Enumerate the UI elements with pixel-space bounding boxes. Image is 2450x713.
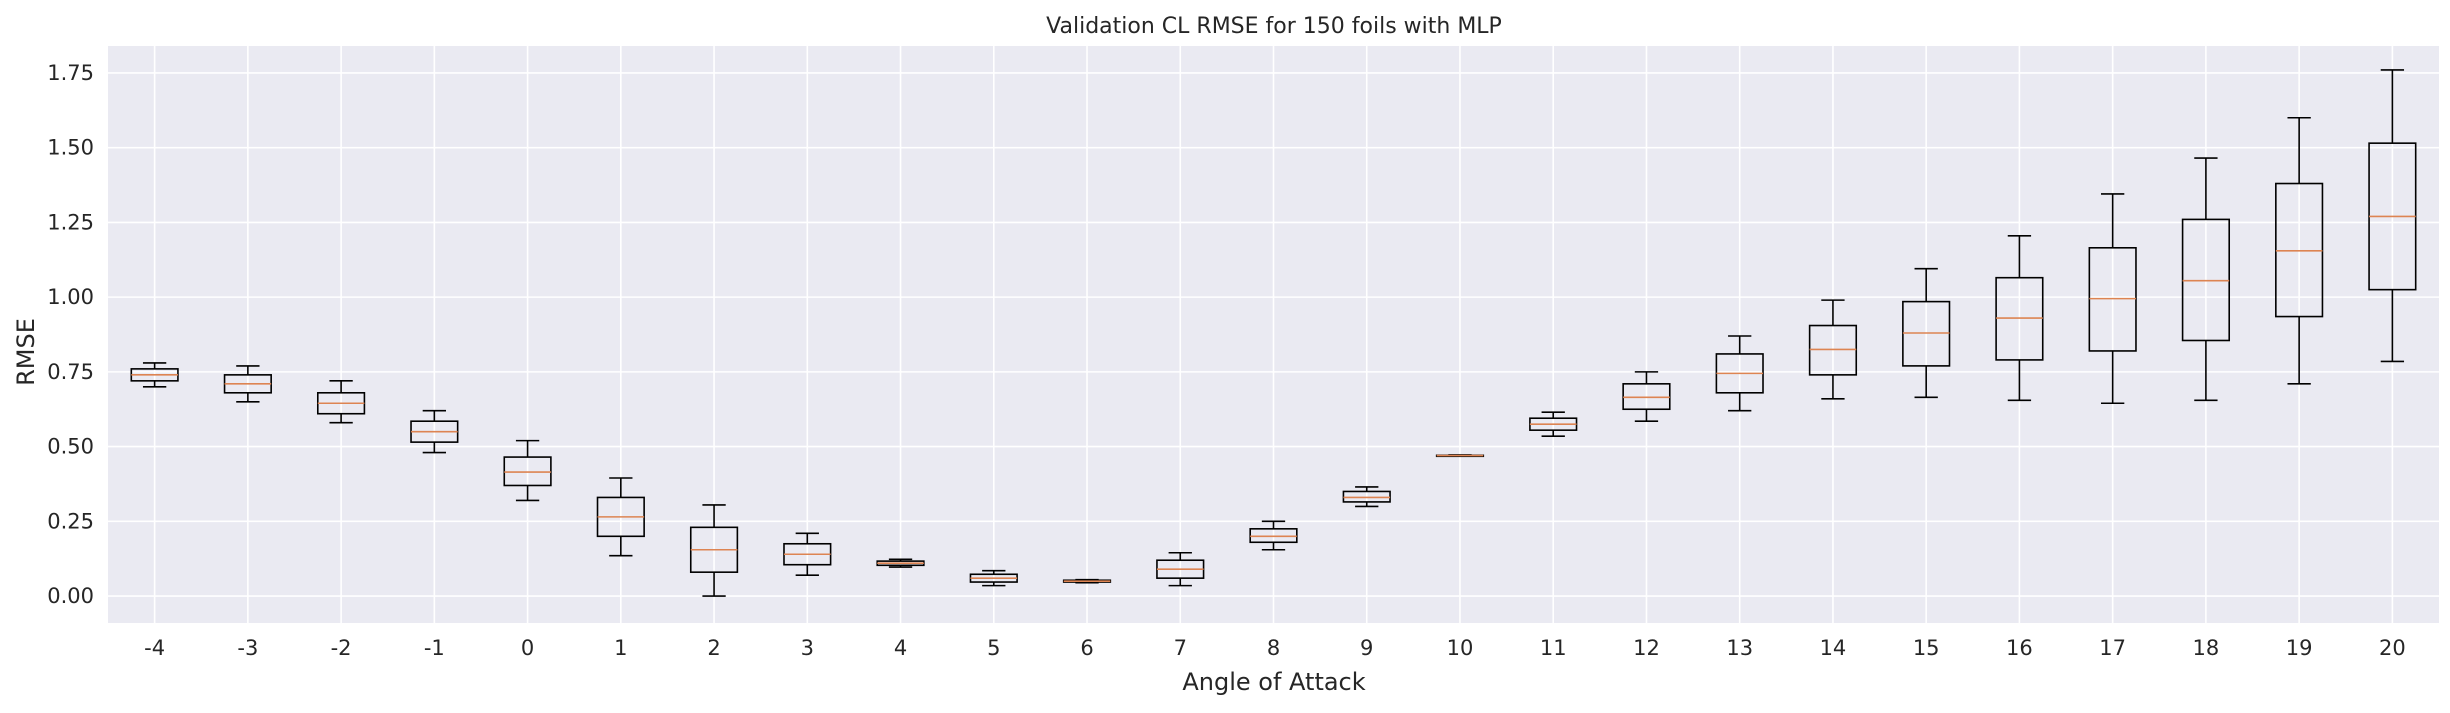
- x-tick-label: 12: [1633, 636, 1660, 660]
- box--4: [130, 362, 179, 388]
- grid-lines: [108, 46, 2439, 623]
- box-14: [1808, 299, 1858, 400]
- box-3: [783, 532, 832, 576]
- x-tick-label: 2: [707, 636, 720, 660]
- x-tick-label: 19: [2286, 636, 2313, 660]
- box--1: [410, 409, 459, 454]
- y-tick-label: 1.75: [47, 61, 94, 85]
- y-tick-label: 0.00: [47, 584, 94, 608]
- box-19: [2275, 116, 2324, 385]
- x-tick-label: -1: [424, 636, 445, 660]
- x-tick-label: 18: [2193, 636, 2220, 660]
- y-tick-label: 0.50: [47, 435, 94, 459]
- x-tick-label: 5: [987, 636, 1000, 660]
- boxes: [130, 69, 2417, 597]
- box-4: [876, 558, 925, 568]
- x-tick-label: 11: [1540, 636, 1567, 660]
- x-tick-label: 10: [1447, 636, 1474, 660]
- x-tick-label: 7: [1174, 636, 1187, 660]
- box--2: [316, 380, 366, 424]
- y-tick-label: 1.50: [47, 136, 94, 160]
- x-tick-label: 3: [801, 636, 814, 660]
- box-10: [1435, 454, 1485, 458]
- box-0: [503, 439, 552, 502]
- box-17: [2088, 193, 2137, 405]
- y-tick-label: 0.25: [47, 509, 94, 533]
- chart-title: Validation CL RMSE for 150 foils with ML…: [1046, 14, 1502, 39]
- box-2: [689, 504, 739, 597]
- box-9: [1342, 486, 1391, 508]
- y-tick-label: 1.25: [47, 210, 94, 234]
- x-tick-label: 0: [521, 636, 534, 660]
- box-6: [1062, 578, 1112, 584]
- y-axis-label: RMSE: [12, 318, 40, 386]
- x-tick-label: 17: [2099, 636, 2126, 660]
- box-8: [1249, 520, 1298, 551]
- x-tick-label: 1: [614, 636, 627, 660]
- box-16: [1995, 235, 2044, 402]
- x-tick-label: 16: [2006, 636, 2033, 660]
- x-tick-label: -3: [237, 636, 258, 660]
- x-tick-label: 14: [1820, 636, 1847, 660]
- x-tick-label: 8: [1267, 636, 1280, 660]
- box-20: [2368, 69, 2417, 363]
- box-13: [1715, 335, 1764, 412]
- box-5: [969, 569, 1018, 587]
- x-tick-label: 15: [1913, 636, 1940, 660]
- y-tick-label: 1.00: [47, 285, 94, 309]
- box-15: [1902, 267, 1951, 399]
- x-tick-label: -4: [144, 636, 165, 660]
- x-tick-label: 4: [894, 636, 907, 660]
- box-18: [2181, 157, 2231, 402]
- box-7: [1156, 551, 1205, 587]
- x-tick-label: 9: [1360, 636, 1373, 660]
- x-tick-label: 20: [2379, 636, 2406, 660]
- box-12: [1622, 371, 1671, 422]
- x-tick-label: 13: [1726, 636, 1753, 660]
- box-1: [596, 477, 645, 557]
- x-axis-label: Angle of Attack: [1182, 668, 1365, 696]
- y-axis-ticks: 0.00 0.25 0.50 0.75 1.00 1.25 1.50 1.75: [47, 61, 94, 608]
- x-tick-label: 6: [1080, 636, 1093, 660]
- y-tick-label: 0.75: [47, 360, 94, 384]
- box-11: [1529, 411, 1578, 437]
- x-tick-label: -2: [331, 636, 352, 660]
- box--3: [223, 365, 272, 403]
- x-axis-ticks: -4 -3 -2 -1 0 1 2 3 4 5 6 7 8 9 10 11 12 13 14 15 16 17 18 19 20: [144, 636, 2406, 660]
